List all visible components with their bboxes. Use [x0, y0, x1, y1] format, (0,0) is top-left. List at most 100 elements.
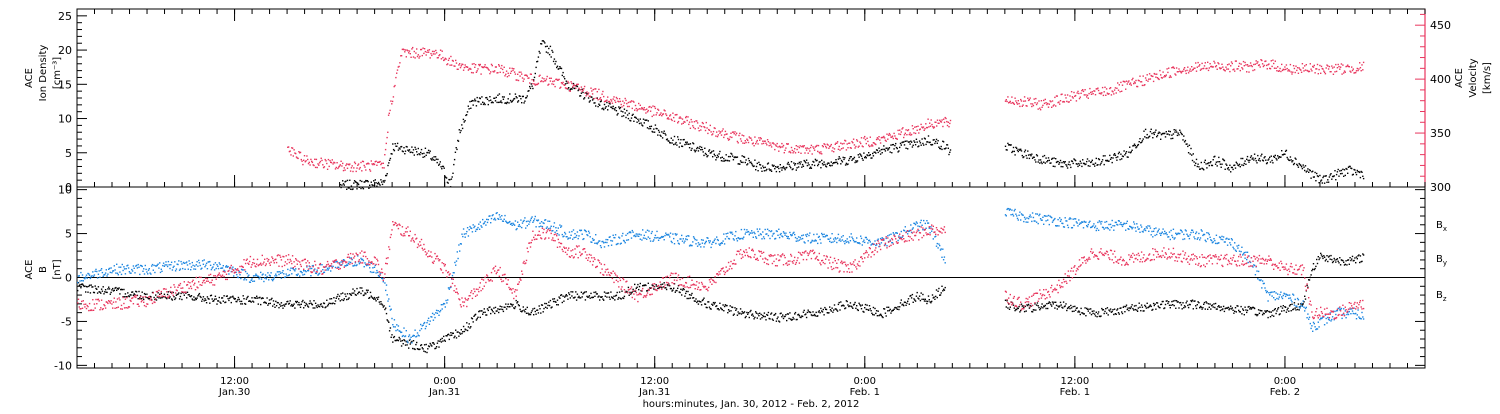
by-series-point — [604, 246, 605, 247]
velocity-series-point — [1098, 90, 1099, 91]
bx-series-point — [866, 309, 867, 310]
bx-series-point — [400, 340, 401, 341]
density-series-point — [398, 149, 399, 150]
velocity-series-point — [665, 113, 666, 114]
density-series-point — [621, 111, 622, 112]
bx-series-point — [874, 308, 875, 309]
velocity-series-point — [1015, 100, 1016, 101]
density-series-point — [757, 170, 758, 171]
velocity-series-point — [390, 100, 391, 101]
velocity-series-point — [1182, 71, 1183, 72]
bx-series-point — [1123, 306, 1124, 307]
bx-series-point — [398, 340, 399, 341]
density-series-point — [1355, 172, 1356, 173]
density-series-point — [704, 148, 705, 149]
velocity-series-point — [658, 110, 659, 111]
velocity-series-point — [937, 120, 938, 121]
velocity-series-point — [470, 69, 471, 70]
velocity-series-point — [683, 123, 684, 124]
density-series-point — [467, 111, 468, 112]
velocity-series-point — [1246, 71, 1247, 72]
density-series-point — [433, 156, 434, 157]
velocity-series-point — [1133, 83, 1134, 84]
velocity-series-point — [401, 55, 402, 56]
by-series-point — [291, 273, 292, 274]
by-series-point — [278, 274, 279, 275]
by-series-point — [590, 236, 591, 237]
by-series-point — [247, 276, 248, 277]
density-series-point — [590, 100, 591, 101]
by-series-point — [94, 274, 95, 275]
by-series-point — [297, 275, 298, 276]
by-series-point — [262, 273, 263, 274]
velocity-series-point — [813, 148, 814, 149]
velocity-series-point — [474, 67, 475, 68]
bx-series-point — [1124, 311, 1125, 312]
density-series-point — [713, 150, 714, 151]
bx-series-point — [934, 299, 935, 300]
by-series-point — [652, 231, 653, 232]
velocity-series-point — [1092, 91, 1093, 92]
velocity-series-point — [938, 123, 939, 124]
velocity-series-point — [1204, 65, 1205, 66]
velocity-series-point — [1018, 100, 1019, 101]
by-series-point — [243, 269, 244, 270]
density-series-point — [577, 86, 578, 87]
density-series-point — [1281, 150, 1282, 151]
velocity-series-point — [363, 161, 364, 162]
density-series-point — [800, 161, 801, 162]
by-series-point — [587, 235, 588, 236]
by-series-point — [444, 303, 445, 304]
bx-series-point — [1213, 306, 1214, 307]
density-series-point — [1359, 172, 1360, 173]
velocity-series-point — [827, 144, 828, 145]
density-series-point — [922, 143, 923, 144]
density-series-point — [694, 150, 695, 151]
velocity-series-point — [1196, 71, 1197, 72]
by-series-point — [463, 228, 464, 229]
bx-series-point — [1060, 302, 1061, 303]
velocity-series-point — [823, 146, 824, 147]
bx-series-point — [874, 314, 875, 315]
bx-series-point — [443, 336, 444, 337]
bx-series-point — [324, 303, 325, 304]
velocity-series-point — [339, 166, 340, 167]
density-series-point — [901, 144, 902, 145]
bx-series-point — [543, 308, 544, 309]
density-series-point — [1264, 156, 1265, 157]
density-series-point — [1301, 166, 1302, 167]
velocity-series-point — [328, 159, 329, 160]
bx-series-point — [1303, 303, 1304, 304]
bx-series-point — [761, 314, 762, 315]
by-series-point — [489, 215, 490, 216]
velocity-series-point — [931, 119, 932, 120]
bx-series-point — [1171, 301, 1172, 302]
velocity-series-point — [451, 64, 452, 65]
by-series-point — [477, 229, 478, 230]
velocity-series-point — [1077, 91, 1078, 92]
density-series-point — [1104, 155, 1105, 156]
by-series-point — [484, 222, 485, 223]
density-series-point — [771, 171, 772, 172]
velocity-series-point — [1078, 93, 1079, 94]
density-series-point — [581, 93, 582, 94]
bx-series-point — [926, 303, 927, 304]
bx-series-point — [112, 288, 113, 289]
density-series-point — [909, 141, 910, 142]
velocity-series-point — [595, 88, 596, 89]
bx-series-point — [470, 326, 471, 327]
density-series-point — [563, 76, 564, 77]
velocity-series-point — [1357, 68, 1358, 69]
velocity-series-point — [1097, 88, 1098, 89]
velocity-series-point — [464, 67, 465, 68]
velocity-series-point — [383, 167, 384, 168]
bx-series-point — [158, 297, 159, 298]
velocity-series-point — [361, 170, 362, 171]
bx-series-point — [542, 305, 543, 306]
velocity-series-point — [795, 152, 796, 153]
by-series-point — [118, 274, 119, 275]
by-series-point — [698, 242, 699, 243]
by-series-point — [100, 270, 101, 271]
bx-series-point — [812, 311, 813, 312]
velocity-series-point — [558, 79, 559, 80]
